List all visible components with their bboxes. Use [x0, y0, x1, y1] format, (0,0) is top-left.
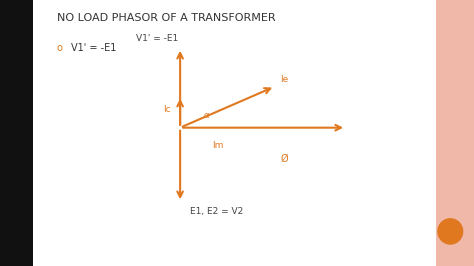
Text: V1' = -E1: V1' = -E1 [136, 34, 178, 43]
Text: o: o [57, 43, 63, 53]
Text: α: α [204, 111, 210, 120]
Text: V1' = -E1: V1' = -E1 [71, 43, 117, 53]
Text: NO LOAD PHASOR OF A TRANSFORMER: NO LOAD PHASOR OF A TRANSFORMER [57, 13, 275, 23]
Text: Ie: Ie [280, 75, 288, 84]
Text: Ic: Ic [163, 105, 171, 114]
Text: E1, E2 = V2: E1, E2 = V2 [190, 207, 243, 217]
FancyBboxPatch shape [436, 0, 474, 266]
Text: Im: Im [212, 141, 224, 150]
FancyBboxPatch shape [33, 0, 450, 266]
Text: Ø: Ø [281, 154, 288, 164]
Ellipse shape [437, 218, 464, 245]
